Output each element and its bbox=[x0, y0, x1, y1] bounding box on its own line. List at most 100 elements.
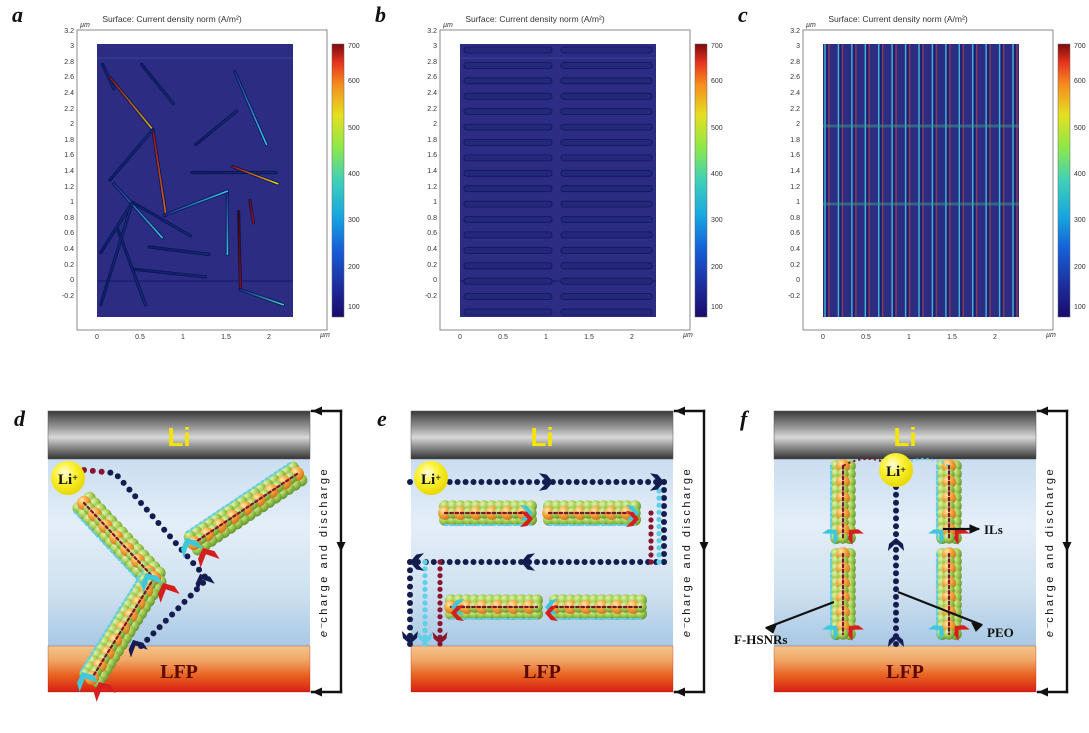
svg-text:1: 1 bbox=[70, 199, 74, 206]
svg-text:200: 200 bbox=[1074, 264, 1086, 271]
svg-text:0.8: 0.8 bbox=[64, 215, 74, 222]
svg-text:0.8: 0.8 bbox=[790, 215, 800, 222]
svg-text:0.4: 0.4 bbox=[64, 246, 74, 253]
svg-text:2: 2 bbox=[796, 121, 800, 128]
svg-text:PEO: PEO bbox=[987, 625, 1014, 640]
svg-text:Surface: Current density norm: Surface: Current density norm (A/m²) bbox=[828, 14, 968, 24]
svg-text:0.2: 0.2 bbox=[64, 262, 74, 269]
svg-text:a: a bbox=[12, 2, 23, 27]
svg-text:600: 600 bbox=[711, 78, 723, 85]
svg-text:2.2: 2.2 bbox=[64, 106, 74, 113]
svg-text:2.6: 2.6 bbox=[427, 74, 437, 81]
svg-text:2: 2 bbox=[70, 121, 74, 128]
svg-text:µm: µm bbox=[320, 332, 330, 339]
svg-text:1.6: 1.6 bbox=[790, 152, 800, 159]
svg-text:e⁻charge and discharge: e⁻charge and discharge bbox=[681, 467, 693, 637]
svg-text:0: 0 bbox=[433, 277, 437, 284]
svg-text:2: 2 bbox=[630, 334, 634, 341]
svg-text:2: 2 bbox=[267, 334, 271, 341]
svg-text:f: f bbox=[740, 406, 750, 431]
svg-text:2.2: 2.2 bbox=[790, 106, 800, 113]
svg-text:1: 1 bbox=[907, 334, 911, 341]
svg-text:3: 3 bbox=[796, 43, 800, 50]
svg-text:1.2: 1.2 bbox=[64, 184, 74, 191]
svg-text:Surface: Current density norm: Surface: Current density norm (A/m²) bbox=[102, 14, 242, 24]
svg-text:2.4: 2.4 bbox=[64, 90, 74, 97]
svg-text:-0.2: -0.2 bbox=[62, 293, 74, 300]
svg-text:300: 300 bbox=[1074, 217, 1086, 224]
svg-text:2.6: 2.6 bbox=[790, 74, 800, 81]
svg-text:1.4: 1.4 bbox=[790, 168, 800, 175]
svg-text:0.2: 0.2 bbox=[790, 262, 800, 269]
svg-text:1: 1 bbox=[181, 334, 185, 341]
svg-text:700: 700 bbox=[348, 43, 360, 50]
svg-text:µm: µm bbox=[443, 22, 453, 29]
svg-text:µm: µm bbox=[1046, 332, 1056, 339]
svg-text:2.4: 2.4 bbox=[427, 90, 437, 97]
svg-text:0.6: 0.6 bbox=[427, 230, 437, 237]
svg-text:700: 700 bbox=[711, 43, 723, 50]
svg-text:0.4: 0.4 bbox=[427, 246, 437, 253]
svg-text:200: 200 bbox=[348, 264, 360, 271]
svg-text:1: 1 bbox=[433, 199, 437, 206]
svg-text:0.5: 0.5 bbox=[861, 334, 871, 341]
svg-text:1.8: 1.8 bbox=[790, 137, 800, 144]
svg-text:100: 100 bbox=[1074, 304, 1086, 311]
svg-text:0: 0 bbox=[70, 277, 74, 284]
svg-text:300: 300 bbox=[711, 217, 723, 224]
svg-text:0.6: 0.6 bbox=[64, 230, 74, 237]
svg-text:100: 100 bbox=[711, 304, 723, 311]
svg-text:e⁻charge and discharge: e⁻charge and discharge bbox=[318, 467, 330, 637]
svg-text:0: 0 bbox=[95, 334, 99, 341]
svg-text:500: 500 bbox=[711, 125, 723, 132]
svg-text:400: 400 bbox=[1074, 171, 1086, 178]
svg-text:e: e bbox=[377, 406, 387, 431]
svg-text:3: 3 bbox=[433, 43, 437, 50]
svg-text:1: 1 bbox=[544, 334, 548, 341]
svg-text:b: b bbox=[375, 2, 386, 27]
svg-text:1.4: 1.4 bbox=[427, 168, 437, 175]
svg-text:3.2: 3.2 bbox=[427, 28, 437, 35]
svg-text:1.2: 1.2 bbox=[427, 184, 437, 191]
svg-text:F-HSNRs: F-HSNRs bbox=[734, 632, 787, 647]
svg-text:2: 2 bbox=[433, 121, 437, 128]
svg-text:0.2: 0.2 bbox=[427, 262, 437, 269]
svg-text:µm: µm bbox=[683, 332, 693, 339]
svg-text:2.4: 2.4 bbox=[790, 90, 800, 97]
svg-text:2.8: 2.8 bbox=[427, 59, 437, 66]
svg-text:1.8: 1.8 bbox=[64, 137, 74, 144]
svg-text:1.5: 1.5 bbox=[947, 334, 957, 341]
svg-text:-0.2: -0.2 bbox=[788, 293, 800, 300]
svg-text:100: 100 bbox=[348, 304, 360, 311]
svg-text:1.8: 1.8 bbox=[427, 137, 437, 144]
svg-text:LFP: LFP bbox=[160, 661, 198, 683]
svg-text:1: 1 bbox=[796, 199, 800, 206]
svg-text:µm: µm bbox=[806, 22, 816, 29]
svg-text:0.6: 0.6 bbox=[790, 230, 800, 237]
svg-text:1.6: 1.6 bbox=[427, 152, 437, 159]
svg-text:500: 500 bbox=[348, 125, 360, 132]
svg-text:400: 400 bbox=[348, 171, 360, 178]
svg-text:e⁻charge and discharge: e⁻charge and discharge bbox=[1044, 467, 1056, 637]
svg-text:2: 2 bbox=[993, 334, 997, 341]
svg-text:1.4: 1.4 bbox=[64, 168, 74, 175]
svg-text:Surface: Current density norm: Surface: Current density norm (A/m²) bbox=[465, 14, 605, 24]
svg-text:400: 400 bbox=[711, 171, 723, 178]
svg-text:3: 3 bbox=[70, 43, 74, 50]
svg-text:0: 0 bbox=[821, 334, 825, 341]
svg-text:c: c bbox=[738, 2, 748, 27]
svg-text:0.5: 0.5 bbox=[498, 334, 508, 341]
svg-text:LFP: LFP bbox=[886, 661, 924, 683]
svg-text:Li: Li bbox=[893, 422, 916, 452]
svg-text:1.2: 1.2 bbox=[790, 184, 800, 191]
svg-text:0: 0 bbox=[796, 277, 800, 284]
svg-text:d: d bbox=[14, 406, 26, 431]
svg-text:2.2: 2.2 bbox=[427, 106, 437, 113]
svg-text:600: 600 bbox=[348, 78, 360, 85]
svg-text:Li: Li bbox=[530, 422, 553, 452]
svg-text:300: 300 bbox=[348, 217, 360, 224]
svg-text:500: 500 bbox=[1074, 125, 1086, 132]
svg-text:2.8: 2.8 bbox=[790, 59, 800, 66]
svg-text:1.6: 1.6 bbox=[64, 152, 74, 159]
svg-text:µm: µm bbox=[80, 22, 90, 29]
